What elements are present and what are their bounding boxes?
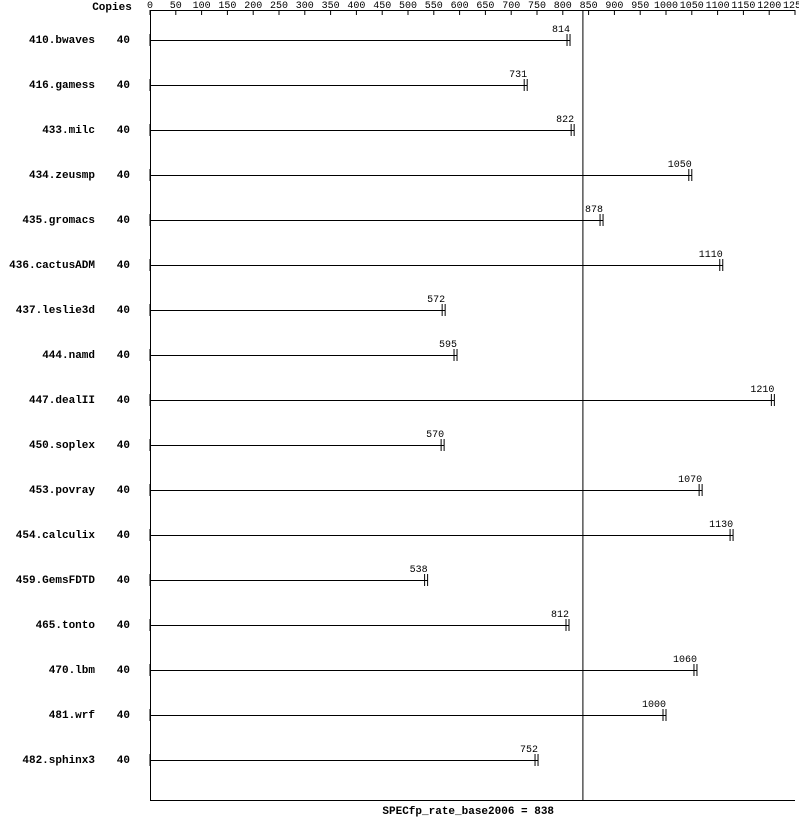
x-axis-tick-label: 1150 (731, 1, 755, 12)
bar-value-label: 595 (439, 340, 457, 351)
benchmark-copies: 40 (117, 35, 130, 47)
x-axis-tick-label: 100 (193, 1, 211, 12)
benchmark-copies: 40 (117, 80, 130, 92)
x-axis-tick-label: 450 (373, 1, 391, 12)
benchmark-copies: 40 (117, 260, 130, 272)
bar-value-label: 538 (410, 565, 428, 576)
x-axis-tick-label: 850 (580, 1, 598, 12)
x-axis-tick-label: 700 (502, 1, 520, 12)
benchmark-name: 410.bwaves (29, 35, 95, 47)
x-axis-tick-label: 750 (528, 1, 546, 12)
x-axis-tick-label: 1050 (680, 1, 704, 12)
x-axis-tick-label: 200 (244, 1, 262, 12)
benchmark-name: 482.sphinx3 (22, 755, 95, 767)
bar-value-label: 1110 (699, 250, 723, 261)
benchmark-name: 436.cactusADM (9, 260, 95, 272)
bar-value-label: 731 (509, 70, 527, 81)
bar-value-label: 812 (551, 610, 569, 621)
x-axis-tick-label: 900 (605, 1, 623, 12)
benchmark-name: 416.gamess (29, 80, 95, 92)
benchmark-name: 465.tonto (36, 620, 96, 632)
benchmark-copies: 40 (117, 440, 130, 452)
x-axis-tick-label: 500 (399, 1, 417, 12)
bar-value-label: 1070 (678, 475, 702, 486)
bar-value-label: 1060 (673, 655, 697, 666)
x-axis-tick-label: 1250 (783, 1, 799, 12)
reference-line-label: SPECfp_rate_base2006 = 838 (382, 806, 554, 818)
bar-value-label: 570 (426, 430, 444, 441)
x-axis-tick-label: 600 (451, 1, 469, 12)
x-axis-tick-label: 1100 (706, 1, 730, 12)
benchmark-copies: 40 (117, 125, 130, 137)
benchmark-copies: 40 (117, 305, 130, 317)
benchmark-name: 433.milc (42, 125, 95, 137)
x-axis-tick-label: 250 (270, 1, 288, 12)
benchmark-name: 481.wrf (49, 710, 96, 722)
x-axis-tick-label: 400 (347, 1, 365, 12)
benchmark-name: 447.dealII (29, 395, 95, 407)
x-axis-tick-label: 150 (218, 1, 236, 12)
benchmark-copies: 40 (117, 620, 130, 632)
benchmark-name: 437.leslie3d (16, 305, 95, 317)
benchmark-copies: 40 (117, 665, 130, 677)
benchmark-copies: 40 (117, 485, 130, 497)
benchmark-name: 444.namd (42, 350, 95, 362)
benchmark-copies: 40 (117, 755, 130, 767)
spec-benchmark-chart: 0501001502002503003504004505005506006507… (0, 0, 799, 831)
x-axis-tick-label: 550 (425, 1, 443, 12)
bar-value-label: 814 (552, 25, 570, 36)
x-axis-tick-label: 800 (554, 1, 572, 12)
x-axis-tick-label: 300 (296, 1, 314, 12)
x-axis-tick-label: 350 (322, 1, 340, 12)
benchmark-name: 459.GemsFDTD (16, 575, 96, 587)
benchmark-name: 434.zeusmp (29, 170, 95, 182)
x-axis-tick-label: 650 (476, 1, 494, 12)
copies-header: Copies (92, 2, 132, 14)
x-axis-tick-label: 1000 (654, 1, 678, 12)
benchmark-copies: 40 (117, 395, 130, 407)
benchmark-copies: 40 (117, 170, 130, 182)
benchmark-copies: 40 (117, 710, 130, 722)
bar-value-label: 572 (427, 295, 445, 306)
x-axis-tick-label: 1200 (757, 1, 781, 12)
bar-value-label: 822 (556, 115, 574, 126)
benchmark-copies: 40 (117, 215, 130, 227)
benchmark-copies: 40 (117, 350, 130, 362)
benchmark-name: 450.soplex (29, 440, 95, 452)
benchmark-name: 453.povray (29, 485, 95, 497)
bar-value-label: 1210 (750, 385, 774, 396)
benchmark-copies: 40 (117, 530, 130, 542)
bar-value-label: 1050 (668, 160, 692, 171)
benchmark-copies: 40 (117, 575, 130, 587)
x-axis-tick-label: 50 (170, 1, 182, 12)
benchmark-name: 435.gromacs (22, 215, 95, 227)
benchmark-name: 454.calculix (16, 530, 96, 542)
bar-value-label: 878 (585, 205, 603, 216)
bar-value-label: 1000 (642, 700, 666, 711)
bar-value-label: 752 (520, 745, 538, 756)
x-axis-tick-label: 950 (631, 1, 649, 12)
bar-value-label: 1130 (709, 520, 733, 531)
benchmark-name: 470.lbm (49, 665, 96, 677)
